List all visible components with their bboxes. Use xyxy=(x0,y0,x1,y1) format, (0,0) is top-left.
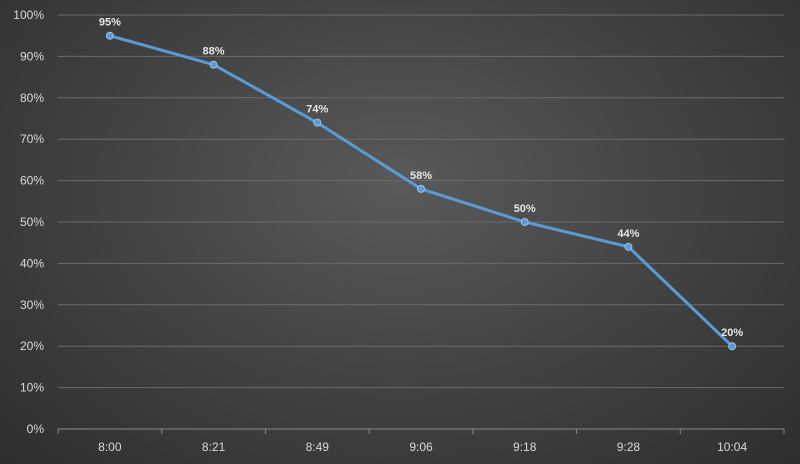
data-label: 95% xyxy=(99,17,121,29)
axes xyxy=(57,428,785,434)
x-tick-label: 8:49 xyxy=(306,440,330,454)
data-label: 74% xyxy=(306,104,328,116)
data-label: 20% xyxy=(721,327,743,339)
data-label: 58% xyxy=(410,170,432,182)
x-tick-label: 8:00 xyxy=(98,440,122,454)
data-point xyxy=(520,218,529,226)
data-point xyxy=(624,242,633,251)
y-tick-label: 10% xyxy=(20,381,44,395)
data-point xyxy=(209,60,218,69)
y-tick-label: 100% xyxy=(13,8,44,22)
series-layer xyxy=(105,31,737,351)
data-point xyxy=(313,118,322,127)
y-tick-label: 0% xyxy=(27,422,45,436)
gridlines xyxy=(58,14,784,389)
data-labels: 95% 88% 74% 58% 50% 44% 20% xyxy=(99,17,744,340)
y-tick-label: 40% xyxy=(20,256,44,270)
y-tick-label: 50% xyxy=(20,215,44,229)
data-point xyxy=(417,184,425,193)
data-label: 50% xyxy=(514,203,536,215)
x-tick-label: 9:06 xyxy=(409,440,433,454)
x-tick-label: 9:28 xyxy=(617,440,641,454)
x-tick-label: 10:04 xyxy=(717,440,747,454)
y-axis-tick-labels: 0% 10% 20% 30% 40% 50% 60% 70% 80% 90% 100% xyxy=(13,8,44,436)
x-tick-label: 8:21 xyxy=(202,440,226,454)
data-point xyxy=(728,342,737,351)
data-label: 44% xyxy=(617,228,639,240)
y-tick-label: 60% xyxy=(20,174,44,188)
y-tick-label: 30% xyxy=(20,298,44,312)
x-axis-tick-labels: 8:00 8:21 8:49 9:06 9:18 9:28 10:04 xyxy=(98,440,747,454)
y-tick-label: 90% xyxy=(20,49,44,63)
data-point xyxy=(105,31,114,40)
y-tick-label: 70% xyxy=(20,132,44,146)
data-label: 88% xyxy=(203,46,225,58)
y-tick-label: 80% xyxy=(20,91,44,105)
y-tick-label: 20% xyxy=(20,339,44,353)
x-tick-label: 9:18 xyxy=(513,440,537,454)
